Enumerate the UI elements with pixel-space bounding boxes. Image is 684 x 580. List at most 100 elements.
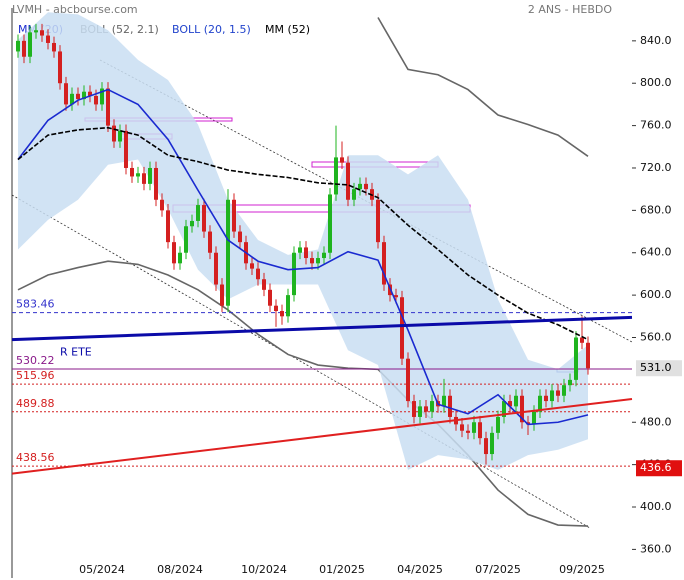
candle-body (532, 411, 536, 425)
candle-body (100, 88, 104, 105)
candle-body (400, 297, 404, 359)
x-tick-label: 10/2024 (241, 563, 287, 576)
band-lower (17, 260, 589, 527)
candle-body (268, 289, 272, 306)
candle-body (514, 395, 518, 407)
candle-body (34, 30, 38, 33)
candle-body (394, 295, 398, 298)
candle-body (82, 91, 86, 100)
y-tick-label: 680.0 (640, 203, 672, 216)
moving-average (17, 88, 589, 426)
y-tick-label: 640.0 (640, 246, 672, 259)
candle-body (466, 430, 470, 433)
level-label: 438.56 (16, 451, 55, 464)
candle-body (40, 30, 44, 36)
candle-body (154, 167, 158, 200)
chart-subtitle: 2 ANS - HEBDO (528, 3, 612, 16)
candle-body (484, 438, 488, 455)
moving-average (17, 126, 589, 341)
candle-body (250, 263, 254, 269)
candle-body (352, 189, 356, 200)
y-tick-label: 360.0 (640, 542, 672, 555)
candle-body (196, 205, 200, 221)
x-tick-label: 09/2025 (559, 563, 605, 576)
chart-title: LVMH - abcbourse.com (12, 3, 138, 16)
candle-body (424, 406, 428, 412)
candle-body (574, 337, 578, 380)
candle-body (364, 183, 368, 190)
level-label: 515.96 (16, 369, 55, 382)
candle-body (502, 401, 506, 417)
trend-label: R ETE (60, 346, 92, 359)
x-tick-label: 07/2025 (475, 563, 521, 576)
candle-body (376, 199, 380, 243)
candle-body (478, 422, 482, 439)
candle-body (256, 268, 260, 280)
candle-body (448, 395, 452, 417)
band-upper (377, 17, 589, 157)
trend-line (11, 315, 633, 342)
candle-body (262, 279, 266, 290)
candle-body (358, 183, 362, 190)
candle-body (520, 395, 524, 423)
candle-body (298, 247, 302, 253)
candle-body (580, 337, 584, 343)
candle-body (286, 295, 290, 317)
candle-body (118, 130, 122, 142)
y-tick-label: 400.0 (640, 500, 672, 513)
candle-body (460, 424, 464, 431)
candle-body (142, 173, 146, 184)
candle-body (562, 385, 566, 396)
candle-body (76, 93, 80, 100)
candle-body (136, 173, 140, 177)
candle-body (16, 40, 20, 52)
candle-body (184, 226, 188, 253)
trend-line (11, 397, 633, 475)
candle-body (226, 199, 230, 306)
level-label: 583.46 (16, 298, 55, 311)
candle-body (340, 157, 344, 163)
candle-body (220, 284, 224, 306)
y-tick-label: 720.0 (640, 161, 672, 174)
level-label: 489.88 (16, 397, 55, 410)
candle-body (202, 205, 206, 232)
candle-body (274, 305, 278, 312)
legend-label: BOLL (20, 1.5) (172, 23, 251, 36)
candle-body (472, 422, 476, 433)
candle-body (22, 40, 26, 57)
candle-body (148, 167, 152, 184)
candle-body (28, 32, 32, 57)
candle-body (418, 406, 422, 417)
y-tick-label: 840.0 (640, 34, 672, 47)
level-label: 530.22 (16, 354, 55, 367)
y-tick-label: 480.0 (640, 415, 672, 428)
candle-body (538, 395, 542, 412)
candle-body (568, 379, 572, 386)
candle-body (412, 401, 416, 417)
candle-body (508, 401, 512, 407)
candle-body (556, 390, 560, 396)
candle-body (280, 311, 284, 317)
y-tick-label: 760.0 (640, 119, 672, 132)
candle-body (304, 247, 308, 259)
candle-body (238, 231, 242, 243)
candle-body (124, 130, 128, 168)
candle-body (292, 252, 296, 296)
price-label: 436.6 (640, 461, 672, 474)
candle-body (334, 157, 338, 195)
candle-body (172, 242, 176, 264)
candle-body (64, 83, 68, 105)
candle-body (496, 416, 500, 433)
candle-body (322, 252, 326, 259)
candle-body (214, 252, 218, 285)
candle-body (586, 342, 590, 369)
channel-line (11, 194, 591, 529)
candle-body (52, 42, 56, 52)
candle-body (70, 93, 74, 105)
candle-body (316, 258, 320, 264)
y-tick-label: 800.0 (640, 76, 672, 89)
candle-body (94, 95, 98, 105)
candle-body (406, 358, 410, 402)
candle-body (130, 167, 134, 177)
y-tick-label: 560.0 (640, 330, 672, 343)
